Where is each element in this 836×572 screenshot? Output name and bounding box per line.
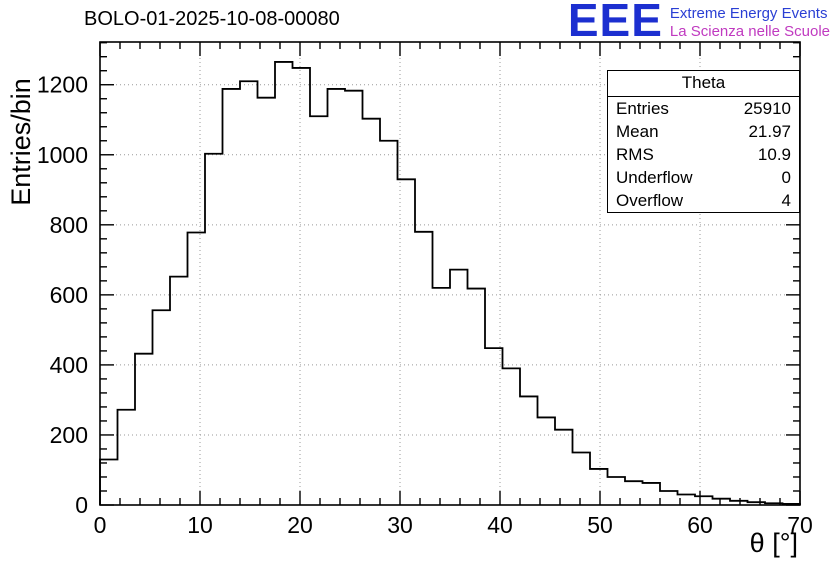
- svg-text:0: 0: [75, 492, 88, 518]
- logo-line1: Extreme Energy Events: [669, 5, 828, 22]
- stats-label: Entries: [616, 98, 669, 118]
- svg-text:50: 50: [587, 512, 613, 538]
- eee-logo-icon: EEE: [567, 0, 663, 46]
- plot-frame: [99, 41, 801, 506]
- eee-logo: EEE Extreme Energy Events La Scienza nel…: [567, 0, 830, 46]
- stats-value: 4: [781, 190, 791, 210]
- y-axis-label: Entries/bin: [6, 78, 36, 206]
- svg-text:200: 200: [50, 422, 88, 448]
- svg-text:30: 30: [387, 512, 413, 538]
- eee-logo-text: Extreme Energy Events La Scienza nelle S…: [670, 2, 830, 42]
- svg-text:1200: 1200: [37, 72, 88, 98]
- histogram-line: [99, 61, 801, 505]
- stats-value: 10.9: [757, 144, 791, 164]
- svg-text:400: 400: [50, 352, 88, 378]
- svg-text:10: 10: [187, 512, 213, 538]
- svg-text:800: 800: [50, 212, 88, 238]
- svg-text:20: 20: [287, 512, 313, 538]
- stats-label: Mean: [616, 121, 659, 141]
- x-axis-label: θ [°]: [750, 528, 798, 558]
- stats-row: Underflow 0: [608, 166, 799, 189]
- stats-value: 25910: [743, 98, 791, 118]
- stats-value: 0: [781, 167, 791, 187]
- svg-text:600: 600: [50, 282, 88, 308]
- stats-label: RMS: [616, 144, 654, 164]
- svg-text:40: 40: [487, 512, 513, 538]
- plot-title: BOLO-01-2025-10-08-00080: [84, 8, 340, 30]
- logo-line2: La Scienza nelle Scuole: [669, 23, 830, 41]
- stats-row: RMS 10.9: [608, 143, 799, 166]
- svg-text:60: 60: [687, 512, 713, 538]
- svg-text:70: 70: [787, 512, 813, 538]
- stats-value: 21.97: [748, 121, 791, 141]
- stats-row: Entries 25910: [608, 97, 799, 120]
- svg-text:1000: 1000: [37, 142, 88, 168]
- stats-row: Mean 21.97: [608, 120, 799, 143]
- stats-label: Underflow: [616, 167, 693, 187]
- stats-box-title: Theta: [608, 71, 799, 97]
- stats-label: Overflow: [616, 190, 684, 210]
- stats-box: Theta Entries 25910 Mean 21.97 RMS 10.9 …: [607, 70, 800, 213]
- grid: [100, 42, 800, 505]
- svg-text:0: 0: [94, 512, 107, 538]
- stats-row: Overflow 4: [608, 189, 799, 212]
